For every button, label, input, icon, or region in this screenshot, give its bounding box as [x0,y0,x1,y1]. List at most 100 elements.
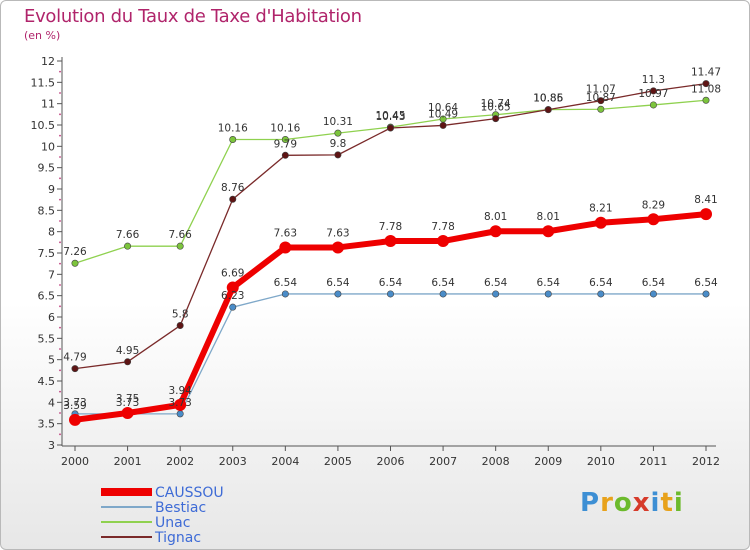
data-point-bestiac [649,290,657,298]
data-label-caussou: 7.78 [379,221,402,233]
data-point-unac [649,101,657,109]
y-minor-tick [59,134,61,137]
data-point-unac [334,129,342,137]
logo-letter: r [600,488,614,518]
data-point-tignac [492,115,500,123]
data-label-tignac: 10.43 [375,111,405,123]
data-point-bestiac [334,290,342,298]
logo-letter: i [650,488,661,518]
y-minor-tick [59,262,61,265]
data-label-tignac: 11.47 [691,67,721,79]
y-tick-label: 4 [48,396,55,409]
data-label-unac: 7.26 [63,246,87,258]
y-minor-tick [59,220,61,222]
data-label-tignac: 5.8 [172,309,189,321]
data-point-tignac [702,80,710,88]
data-point-unac [597,105,605,113]
data-label-unac: 10.97 [638,88,668,100]
data-label-unac: 7.66 [116,229,140,241]
data-point-tignac [597,97,605,105]
data-point-caussou [331,241,344,254]
x-tick-label: 2006 [377,455,405,468]
y-tick-label: 9 [48,183,55,196]
data-point-bestiac [176,410,184,418]
data-point-tignac [229,195,237,203]
data-label-bestiac: 6.54 [642,277,666,289]
data-point-tignac [176,322,184,330]
y-tick-label: 7.5 [38,247,56,260]
y-tick-label: 11.5 [31,76,56,89]
data-point-caussou [174,398,187,411]
legend-label-unac: Unac [155,515,190,531]
data-label-bestiac: 6.54 [694,277,718,289]
y-tick-label: 8 [48,226,55,239]
y-tick-label: 10 [41,140,55,153]
x-tick-label: 2010 [587,455,615,468]
chart-series [69,80,712,426]
x-tick-label: 2001 [114,455,142,468]
data-point-caussou [594,216,607,229]
data-label-tignac: 9.8 [330,138,347,150]
logo-letter: P [580,488,601,518]
data-label-bestiac: 3.73 [168,397,191,409]
y-tick-label: 6.5 [38,290,56,303]
data-label-caussou: 7.78 [431,221,454,233]
data-point-caussou [700,208,712,221]
data-point-unac [281,136,289,144]
data-point-caussou [69,413,81,426]
data-point-unac [176,242,184,250]
logo-letter: i [673,488,684,518]
data-point-caussou [384,235,397,248]
data-label-unac: 10.74 [481,98,511,110]
chart-axes: 3 3.5 4 4.5 5 5.5 6 6.5 7 7.5 8 8.5 9 9.5 10 10.5 11 11.5… [31,55,721,468]
data-point-caussou [226,281,239,294]
data-point-bestiac [281,290,289,298]
data-label-tignac: 10.65 [481,102,511,114]
data-point-unac [229,136,237,144]
data-label-unac: 11.08 [691,83,721,95]
data-point-tignac [386,124,394,132]
data-label-caussou: 3.94 [168,385,192,397]
data-point-tignac [124,358,132,366]
y-minor-tick [59,284,61,286]
data-point-bestiac [492,290,500,298]
logo-letter: x [632,488,651,518]
x-tick-label: 2012 [692,455,720,468]
data-label-caussou: 8.41 [694,194,717,206]
logo-letter: o [613,488,633,518]
y-minor-tick [59,177,61,180]
y-minor-tick [59,198,61,201]
y-minor-tick [59,70,61,73]
data-label-bestiac: 6.54 [537,277,561,289]
chart-title: Evolution du Taux de Taxe d'Habitation [24,6,362,27]
data-label-tignac: 4.79 [63,352,86,364]
y-tick-label: 3 [48,439,55,452]
data-point-tignac [281,151,289,159]
y-tick-label: 4.5 [38,375,56,388]
y-minor-tick [59,113,61,116]
data-point-bestiac [702,290,710,298]
data-label-bestiac: 3.73 [116,397,139,409]
data-point-bestiac [597,290,605,298]
data-label-unac: 10.16 [218,123,248,135]
y-tick-label: 5.5 [38,332,56,345]
data-point-caussou [121,407,134,419]
data-label-tignac: 10.85 [533,93,563,105]
x-tick-label: 2000 [61,455,89,468]
x-tick-label: 2004 [271,455,299,468]
y-minor-tick [59,305,61,308]
x-tick-label: 2002 [166,455,194,468]
data-label-bestiac: 6.23 [221,290,244,302]
x-tick-label: 2009 [534,455,562,468]
data-label-caussou: 8.01 [537,211,560,223]
data-point-tignac [334,151,342,159]
y-minor-tick [59,348,61,350]
data-label-unac: 10.86 [533,93,563,105]
data-label-tignac: 4.95 [116,345,139,357]
data-label-caussou: 3.75 [116,393,139,405]
data-point-tignac [649,87,657,95]
data-label-unac: 10.16 [270,123,300,135]
